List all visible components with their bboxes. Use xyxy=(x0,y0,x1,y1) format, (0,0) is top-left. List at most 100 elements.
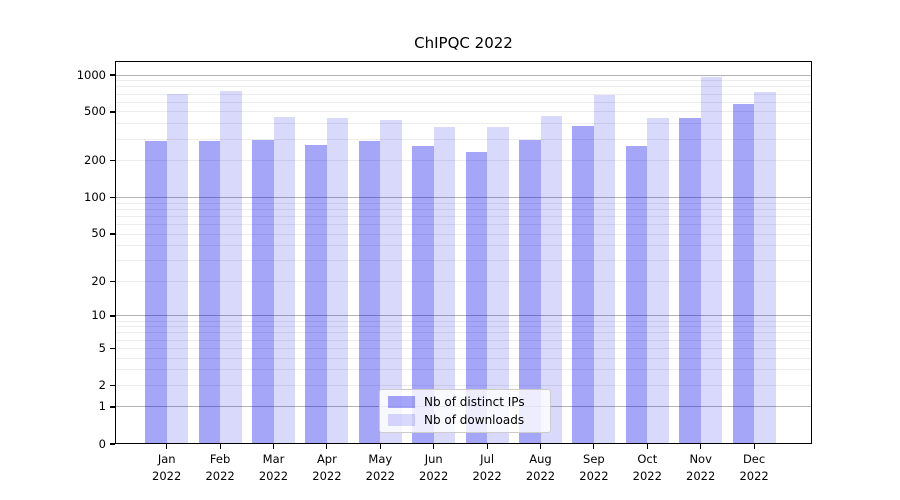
x-tick-label-feb: Feb 2022 xyxy=(205,452,235,484)
bar-downloads-mar xyxy=(273,117,295,444)
gridline-minor-800 xyxy=(115,86,812,88)
y-tick-label-5: 5 xyxy=(98,340,106,355)
y-tick-label-10: 10 xyxy=(91,308,106,323)
legend: Nb of distinct IPs Nb of downloads xyxy=(379,389,551,433)
bar-distinct-ips-apr xyxy=(305,144,327,444)
x-tick-mark-aug xyxy=(539,444,542,449)
bar-downloads-jul xyxy=(487,126,509,444)
gridline-minor-20 xyxy=(115,280,812,282)
x-tick-mark-jan xyxy=(166,444,168,449)
y-tick-label-100: 100 xyxy=(84,190,106,204)
bar-distinct-ips-jan xyxy=(145,141,167,444)
y-tick-mark-10 xyxy=(110,315,115,317)
y-tick-label-500: 500 xyxy=(84,104,106,119)
y-tick-mark-200 xyxy=(110,160,115,162)
gridline-minor-70 xyxy=(115,215,812,217)
gridline-minor-4 xyxy=(115,357,812,359)
bar-downloads-apr xyxy=(326,117,349,444)
x-tick-mark-jun xyxy=(433,444,435,449)
bar-distinct-ips-oct xyxy=(625,146,648,444)
y-tick-label-200: 200 xyxy=(84,153,106,168)
bar-downloads-jan xyxy=(166,93,189,444)
gridline-minor-500 xyxy=(115,111,812,113)
x-tick-mark-may xyxy=(379,444,381,449)
gridline-minor-3 xyxy=(115,369,812,371)
gridline-minor-60 xyxy=(115,223,812,225)
bar-distinct-ips-may xyxy=(358,141,381,444)
bar-distinct-ips-nov xyxy=(679,117,701,444)
x-tick-mark-sep xyxy=(593,444,595,449)
y-tick-label-50: 50 xyxy=(91,226,106,241)
gridline-minor-300 xyxy=(115,138,812,140)
gridline-minor-6 xyxy=(115,339,812,341)
gridline-minor-400 xyxy=(115,123,812,125)
y-tick-mark-50 xyxy=(110,233,115,235)
gridline-minor-9 xyxy=(115,320,812,322)
y-tick-mark-1 xyxy=(110,406,115,408)
legend-item-distinct-ips: Nb of distinct IPs xyxy=(388,395,538,409)
y-tick-label-0: 0 xyxy=(98,436,106,451)
gridline-minor-90 xyxy=(115,202,812,204)
bar-downloads-nov xyxy=(700,77,723,444)
x-tick-label-mar: Mar 2022 xyxy=(258,452,289,484)
gridline-major-100 xyxy=(115,197,812,199)
chart-title: ChIPQC 2022 xyxy=(414,34,513,52)
gridline-minor-5 xyxy=(115,347,812,349)
gridline-minor-50 xyxy=(115,233,812,235)
y-tick-label-2: 2 xyxy=(98,377,106,392)
legend-label-distinct-ips: Nb of distinct IPs xyxy=(424,395,525,409)
bar-downloads-aug xyxy=(540,115,562,444)
gridline-minor-900 xyxy=(115,80,812,82)
gridline-major-10 xyxy=(115,315,812,317)
x-tick-label-jun: Jun 2022 xyxy=(419,452,449,484)
gridline-minor-8 xyxy=(115,326,812,328)
y-tick-mark-100 xyxy=(110,196,115,199)
bar-downloads-feb xyxy=(220,90,242,444)
gridline-minor-200 xyxy=(115,160,812,162)
gridline-minor-40 xyxy=(115,245,812,247)
bar-distinct-ips-aug xyxy=(519,139,541,444)
gridline-minor-80 xyxy=(115,208,812,210)
gridline-minor-30 xyxy=(115,260,812,262)
gridline-minor-600 xyxy=(115,101,812,103)
gridline-minor-7 xyxy=(115,332,812,334)
x-tick-mark-oct xyxy=(646,444,648,449)
y-tick-label-20: 20 xyxy=(91,273,106,288)
y-tick-mark-5 xyxy=(110,347,115,349)
y-tick-label-1: 1 xyxy=(98,399,106,414)
bar-distinct-ips-dec xyxy=(732,104,755,444)
bar-distinct-ips-mar xyxy=(252,140,274,444)
x-tick-label-apr: Apr 2022 xyxy=(312,452,342,484)
x-tick-label-aug: Aug 2022 xyxy=(525,452,556,484)
gridline-major-1000 xyxy=(115,74,812,76)
gridline-minor-700 xyxy=(115,93,812,95)
legend-label-downloads: Nb of downloads xyxy=(424,413,525,427)
gridline-minor-2 xyxy=(115,384,812,386)
bar-distinct-ips-jun xyxy=(412,146,434,444)
x-tick-label-may: May 2022 xyxy=(365,452,395,484)
x-tick-label-jul: Jul 2022 xyxy=(472,452,502,484)
bar-downloads-may xyxy=(380,119,402,444)
y-tick-mark-1000 xyxy=(110,74,115,76)
bar-distinct-ips-sep xyxy=(572,125,594,444)
y-tick-label-1000: 1000 xyxy=(76,67,106,82)
x-tick-mark-nov xyxy=(700,444,702,449)
x-tick-mark-apr xyxy=(326,444,328,449)
y-tick-mark-20 xyxy=(110,280,115,282)
legend-item-downloads: Nb of downloads xyxy=(388,413,538,427)
bar-downloads-sep xyxy=(593,95,616,444)
x-tick-label-oct: Oct 2022 xyxy=(632,452,662,484)
x-tick-mark-dec xyxy=(753,444,755,449)
legend-swatch-downloads xyxy=(388,414,415,426)
bar-distinct-ips-feb xyxy=(198,140,221,444)
bar-downloads-jun xyxy=(433,126,456,444)
y-tick-mark-500 xyxy=(110,111,115,113)
x-tick-mark-feb xyxy=(219,444,221,449)
bar-distinct-ips-jul xyxy=(465,151,488,444)
legend-swatch-distinct-ips xyxy=(388,396,415,408)
x-tick-mark-jul xyxy=(486,444,488,449)
x-tick-label-nov: Nov 2022 xyxy=(686,452,716,484)
bar-downloads-oct xyxy=(647,117,669,444)
x-tick-label-dec: Dec 2022 xyxy=(739,452,769,484)
